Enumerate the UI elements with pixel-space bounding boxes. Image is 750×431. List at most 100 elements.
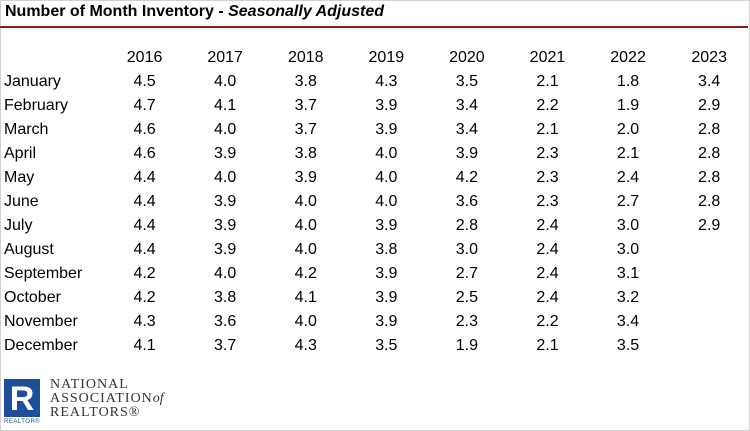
chart-title-main: Number of Month Inventory - [5,3,229,20]
table-row: August 4.4 3.9 4.0 3.8 3.0 2.4 3.0 [0,238,750,262]
inventory-value-cell: 2.0 [616,121,640,138]
inventory-value-cell: 3.9 [214,217,237,234]
month-label: October [4,289,61,306]
inventory-value-cell: 4.2 [133,289,156,306]
inventory-value-cell: 3.8 [375,241,398,258]
inventory-value-cell: 3.7 [294,121,317,138]
inventory-value-cell: 2.4 [536,289,559,306]
inventory-value-cell: 3.1 [616,265,640,282]
inventory-value-cell: 4.4 [133,193,156,210]
inventory-value-cell: 3.8 [294,145,317,162]
inventory-value-cell: 1.9 [455,337,479,354]
table-row: November 4.3 3.6 4.0 3.9 2.3 2.2 3.4 [0,310,750,334]
inventory-value-cell: 2.3 [536,169,559,186]
inventory-value-cell: 4.0 [294,193,317,210]
inventory-value-cell: 4.1 [294,289,317,306]
inventory-value-cell: 4.0 [294,241,317,258]
inventory-value-cell: 3.9 [375,97,398,114]
inventory-value-cell: 4.0 [375,193,398,210]
table-row: April 4.6 3.9 3.8 4.0 3.9 2.3 2.1 2.8 [0,142,750,166]
inventory-value-cell: 2.2 [536,97,559,114]
inventory-value-cell: 4.0 [375,145,398,162]
inventory-value-cell: 2.7 [455,265,479,282]
inventory-value-cell: 3.9 [375,121,398,138]
month-label: January [4,73,61,90]
month-label: December [4,337,78,354]
inventory-value-cell: 3.4 [455,121,479,138]
inventory-value-cell: 2.8 [698,169,721,186]
inventory-value-cell: 2.8 [698,145,721,162]
logo-line-3: REALTORS® [50,405,141,420]
inventory-value-cell: 2.1 [616,145,640,162]
month-label: August [4,241,54,258]
realtor-r-logo-icon: R [4,379,40,418]
inventory-value-cell: 2.8 [455,217,479,234]
inventory-value-cell: 2.3 [455,313,479,330]
inventory-value-cell: 3.9 [375,217,398,234]
table-row: July 4.4 3.9 4.0 3.9 2.8 2.4 3.0 2.9 [0,214,750,238]
inventory-value-cell: 1.8 [616,73,640,90]
inventory-value-cell: 3.4 [455,97,479,114]
inventory-value-cell: 3.0 [455,241,479,258]
inventory-value-cell: 2.4 [536,217,559,234]
inventory-value-cell: 4.3 [294,337,317,354]
inventory-value-cell: 4.0 [294,313,317,330]
inventory-value-cell: 4.7 [133,97,156,114]
realtor-r-letter: R [10,380,35,417]
inventory-value-cell: 4.0 [214,169,237,186]
inventory-value-cell: 3.9 [294,169,317,186]
chart-title-subtitle: Seasonally Adjusted [228,3,385,20]
logo-realtor-tag: REALTOR® [4,419,41,425]
month-label: July [4,217,33,234]
inventory-value-cell [668,286,750,310]
year-header: 2018 [287,49,324,66]
logo-line-1: NATIONAL [50,377,129,392]
year-header: 2022 [610,49,646,66]
inventory-value-cell: 4.4 [133,217,156,234]
logo-of: of [152,391,164,406]
table-row: February 4.7 4.1 3.7 3.9 3.4 2.2 1.9 2.9 [0,94,750,118]
inventory-value-cell: 2.1 [536,337,559,354]
inventory-value-cell: 4.0 [294,217,317,234]
inventory-value-cell: 2.7 [616,193,640,210]
inventory-value-cell: 3.7 [214,337,237,354]
inventory-value-cell: 4.3 [375,73,398,90]
inventory-value-cell: 3.6 [455,193,479,210]
inventory-value-cell: 3.9 [455,145,479,162]
table-row: January 4.5 4.0 3.8 4.3 3.5 2.1 1.8 3.4 [0,70,750,94]
inventory-value-cell: 4.4 [133,241,156,258]
inventory-value-cell: 2.4 [536,241,559,258]
inventory-value-cell: 2.1 [536,73,559,90]
inventory-value-cell: 4.2 [294,265,317,282]
inventory-value-cell: 3.8 [294,73,317,90]
inventory-value-cell: 4.0 [214,121,237,138]
inventory-value-cell: 2.4 [616,169,640,186]
inventory-value-cell: 3.2 [616,289,640,306]
logo-line-2: ASSOCIATIONof [50,391,164,407]
table-row: December 4.1 3.7 4.3 3.5 1.9 2.1 3.5 [0,334,750,358]
inventory-value-cell: 4.0 [375,169,398,186]
table-header-row: 2016 2017 2018 2019 2020 2021 2022 2023 [0,46,750,70]
inventory-value-cell: 3.4 [616,313,640,330]
inventory-value-cell: 4.5 [133,73,156,90]
inventory-value-cell: 3.9 [214,145,237,162]
month-label: June [4,193,39,210]
year-header: 2017 [207,49,243,66]
inventory-value-cell: 3.0 [616,217,640,234]
inventory-value-cell: 4.0 [214,73,237,90]
inventory-value-cell: 4.3 [133,313,156,330]
inventory-value-cell: 2.1 [536,121,559,138]
logo-association: ASSOCIATION [50,391,153,406]
inventory-value-cell: 3.5 [455,73,479,90]
inventory-value-cell: 2.9 [698,97,721,114]
month-label: March [4,121,49,138]
inventory-table: 2016 2017 2018 2019 2020 2021 2022 2023 January… [0,46,750,358]
inventory-value-cell: 2.9 [698,217,721,234]
year-header: 2016 [126,49,163,66]
table-body: January 4.5 4.0 3.8 4.3 3.5 2.1 1.8 3.4 February 4… [0,70,750,358]
inventory-value-cell: 3.6 [214,313,237,330]
inventory-value-cell: 3.9 [214,193,237,210]
inventory-value-cell: 1.9 [616,97,640,114]
inventory-value-cell [668,334,750,358]
year-header: 2023 [691,49,727,66]
